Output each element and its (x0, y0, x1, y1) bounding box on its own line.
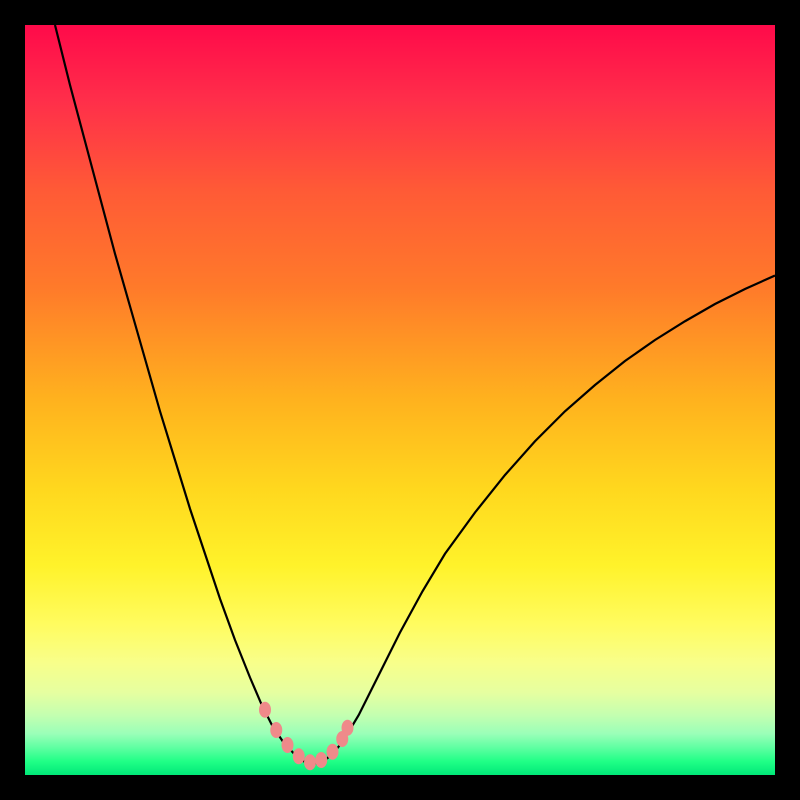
curve-marker (342, 720, 354, 736)
plot-area (25, 25, 775, 775)
curve-marker (327, 744, 339, 760)
curve-marker (282, 737, 294, 753)
markers-group (259, 702, 354, 771)
curve-marker (259, 702, 271, 718)
curve-marker (315, 752, 327, 768)
bottleneck-curve (55, 25, 775, 764)
figure-root: TheBottleneck.com (0, 0, 800, 800)
curve-marker (293, 748, 305, 764)
curve-marker (270, 722, 282, 738)
curve-marker (304, 754, 316, 770)
curve-layer (25, 25, 775, 775)
